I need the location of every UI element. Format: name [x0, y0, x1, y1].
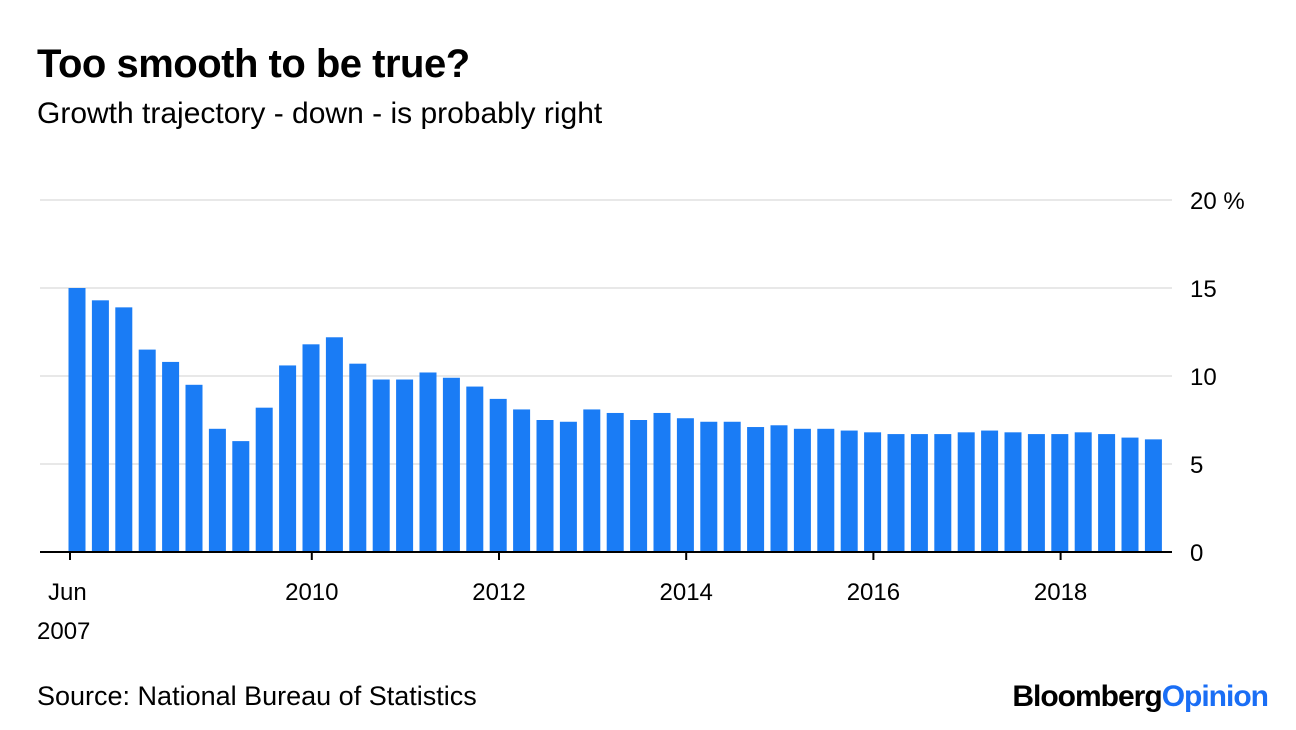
bar [185, 384, 203, 552]
bar [349, 363, 367, 552]
bar [138, 349, 156, 552]
bar [1004, 432, 1022, 552]
x-tick-label: Jun [48, 579, 87, 606]
bar [910, 434, 928, 552]
x-tick-label: 2016 [847, 579, 900, 606]
bar [1051, 434, 1069, 552]
bar [115, 307, 133, 552]
x-tick-label: 2012 [472, 579, 525, 606]
bar [817, 428, 835, 552]
logo-brand: Bloomberg [1012, 680, 1162, 713]
bar [1074, 432, 1092, 552]
bar [840, 430, 858, 552]
x-tick-label: 2007 [37, 618, 90, 645]
bar [934, 434, 952, 552]
bloomberg-opinion-logo: BloombergOpinion [1012, 680, 1269, 714]
bar [887, 434, 905, 552]
bar [419, 372, 437, 552]
bar [208, 428, 226, 552]
bar [747, 427, 765, 552]
bar [1121, 437, 1139, 552]
bar [723, 421, 741, 552]
y-tick-label: 10 [1190, 364, 1217, 391]
bar [396, 379, 414, 552]
bar [279, 365, 297, 552]
bar [700, 421, 718, 552]
chart-title: Too smooth to be true? [37, 42, 470, 86]
chart-subtitle: Growth trajectory - down - is probably r… [37, 97, 603, 130]
y-tick-label: 20 % [1190, 188, 1245, 215]
x-tick-label: 2014 [660, 579, 713, 606]
bar [442, 377, 460, 552]
bar [489, 398, 507, 552]
bar [536, 420, 554, 552]
bar [676, 418, 694, 552]
bar [981, 430, 999, 552]
bar [559, 421, 577, 552]
bar [630, 420, 648, 552]
y-tick-label: 15 [1190, 276, 1217, 303]
bar [91, 300, 109, 552]
bar [1144, 439, 1162, 552]
bar [957, 432, 975, 552]
bar [1098, 434, 1116, 552]
logo-section: Opinion [1161, 680, 1269, 713]
bar [162, 361, 180, 552]
bar [466, 386, 484, 552]
bar [325, 337, 343, 552]
y-tick-label: 5 [1190, 452, 1203, 479]
x-tick-label: 2010 [285, 579, 338, 606]
source-note: Source: National Bureau of Statistics [37, 681, 477, 711]
bar [302, 344, 320, 552]
x-tick-label: 2018 [1034, 579, 1087, 606]
bar [793, 428, 811, 552]
bar [583, 409, 601, 552]
bar [255, 407, 273, 552]
bar [232, 441, 250, 552]
bar [606, 412, 624, 552]
bar [864, 432, 882, 552]
bar [513, 409, 531, 552]
bar [653, 412, 671, 552]
bar [372, 379, 390, 552]
bar [1027, 434, 1045, 552]
y-tick-label: 0 [1190, 540, 1203, 567]
bar [68, 288, 86, 552]
bar [770, 425, 788, 552]
